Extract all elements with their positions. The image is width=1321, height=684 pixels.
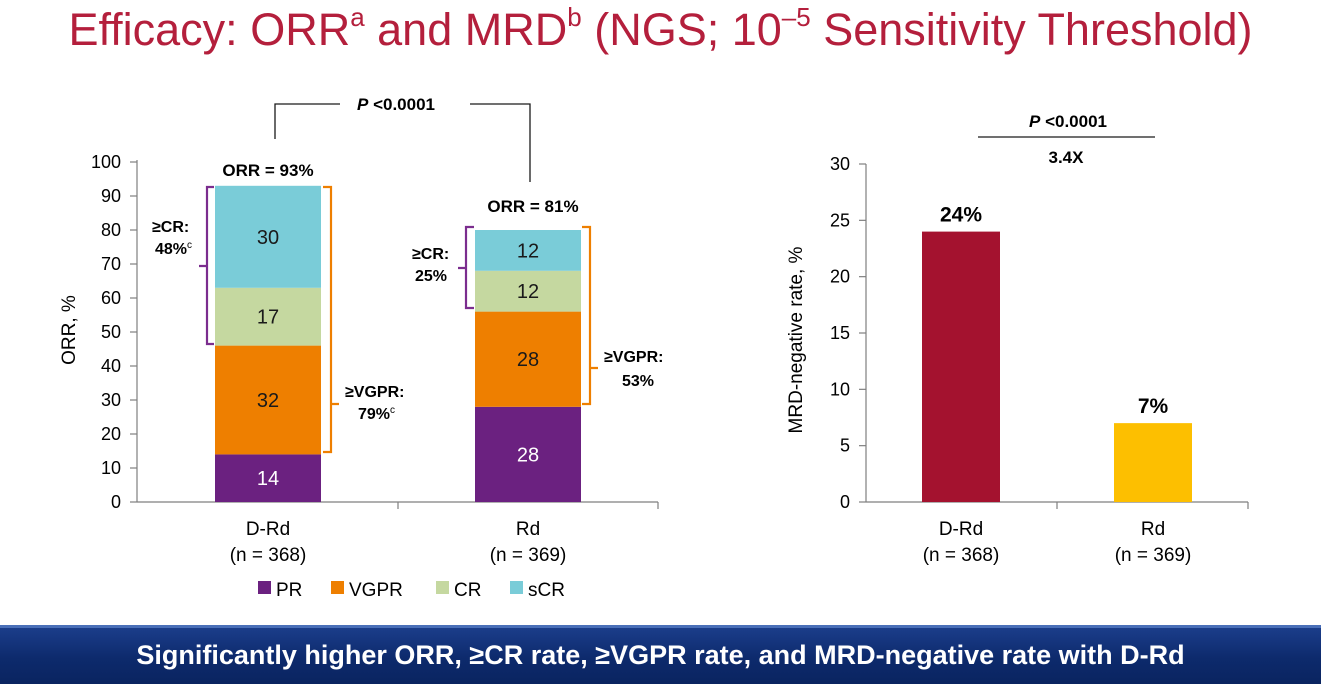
- orr-bar-segment-pr-rd: [475, 406, 581, 502]
- orr-pvalue: P <0.0001: [357, 95, 435, 114]
- orr-segment-label: 28: [517, 444, 539, 466]
- mrd-pvalue: P <0.0001: [1029, 112, 1107, 131]
- vgpr-annotation-d-rd-label: ≥VGPR:: [345, 384, 404, 401]
- orr-y-tick-label: 50: [101, 322, 121, 342]
- legend-swatch-cr: [436, 581, 449, 594]
- orr-segment-label: 14: [257, 468, 279, 490]
- orr-label-rd: ORR = 81%: [487, 197, 578, 216]
- orr-segment-label: 12: [517, 281, 539, 303]
- cr-annotation-d-rd-label: ≥CR:: [152, 219, 189, 236]
- orr-segment-label: 17: [257, 307, 279, 329]
- vgpr-bracket-rd: [582, 225, 598, 406]
- orr-legend: PR VGPR CR sCR: [258, 580, 565, 601]
- mrd-bars: [922, 231, 1192, 502]
- orr-label-d-rd: ORR = 93%: [222, 161, 313, 180]
- legend-label-scr: sCR: [528, 580, 565, 601]
- mrd-value-label: 24%: [940, 204, 982, 227]
- legend-label-vgpr: VGPR: [349, 580, 403, 601]
- orr-segment-label: 30: [257, 227, 279, 249]
- legend-swatch-scr: [510, 581, 523, 594]
- legend-label-pr: PR: [276, 580, 302, 601]
- orr-y-tick-label: 10: [101, 458, 121, 478]
- mrd-ratio-label: 3.4X: [1049, 148, 1085, 167]
- mrd-y-tick-label: 20: [830, 267, 850, 287]
- mrd-value-label: 7%: [1138, 395, 1169, 418]
- orr-bar-segment-vgpr-rd: [475, 311, 581, 407]
- orr-chart: ORR, % 0 10 20 30 40 50 60 70 80 90 100 14 32 17 30 28…: [59, 95, 663, 601]
- mrd-y-tick-label: 25: [830, 210, 850, 230]
- mrd-bar-d-rd: [922, 231, 1000, 502]
- legend-swatch-vgpr: [331, 581, 344, 594]
- orr-y-tick-label: 100: [91, 152, 121, 172]
- pvalue-connector-left: [274, 103, 340, 139]
- pvalue-connector-right: [470, 103, 531, 182]
- cr-bracket-d-rd: [199, 185, 214, 346]
- x-n-rd: (n = 369): [490, 545, 567, 566]
- mrd-y-tick-label: 5: [840, 436, 850, 456]
- vgpr-annotation-rd-label: ≥VGPR:: [604, 349, 663, 366]
- mrd-value-labels: 24% 7%: [940, 204, 1169, 419]
- mrd-bar-rd: [1114, 423, 1192, 502]
- mrd-x-label-rd: Rd: [1141, 519, 1165, 540]
- orr-y-ticks: 0 10 20 30 40 50 60 70 80 90 100: [91, 152, 137, 512]
- x-label-rd: Rd: [516, 519, 540, 540]
- orr-y-tick-label: 40: [101, 356, 121, 376]
- cr-bracket-rd: [458, 225, 474, 310]
- orr-y-tick-label: 60: [101, 288, 121, 308]
- orr-bar-segment-vgpr-d-rd: [215, 345, 321, 455]
- orr-y-tick-label: 20: [101, 424, 121, 444]
- orr-y-tick-label: 90: [101, 186, 121, 206]
- orr-segment-label: 12: [517, 240, 539, 262]
- orr-y-tick-label: 30: [101, 390, 121, 410]
- summary-banner: Significantly higher ORR, ≥CR rate, ≥VGP…: [0, 625, 1321, 684]
- mrd-y-tick-label: 15: [830, 323, 850, 343]
- orr-bar-segment-scr-d-rd: [215, 185, 321, 288]
- vgpr-annotation-rd-value: 53%: [622, 373, 654, 390]
- mrd-y-ticks: 0 5 10 15 20 25 30: [830, 154, 866, 512]
- mrd-y-tick-label: 10: [830, 379, 850, 399]
- orr-y-tick-label: 80: [101, 220, 121, 240]
- orr-segment-labels: 14 32 17 30 28 28 12 12: [257, 227, 539, 490]
- vgpr-annotation-d-rd-value: 79%c: [358, 405, 395, 423]
- mrd-y-tick-label: 0: [840, 492, 850, 512]
- cr-annotation-d-rd-value: 48%c: [155, 240, 192, 258]
- legend-label-cr: CR: [454, 580, 481, 601]
- orr-bar-segment-pr-d-rd: [215, 454, 321, 502]
- orr-y-tick-label: 70: [101, 254, 121, 274]
- orr-bar-segment-cr-d-rd: [215, 287, 321, 346]
- x-n-d-rd: (n = 368): [230, 545, 307, 566]
- mrd-x-label-d-rd: D-Rd: [939, 519, 983, 540]
- mrd-y-axis-label: MRD-negative rate, %: [786, 246, 807, 433]
- mrd-x-n-rd: (n = 369): [1115, 545, 1192, 566]
- orr-stacked-bars: [215, 185, 581, 502]
- cr-annotation-rd-label: ≥CR:: [412, 246, 449, 263]
- orr-segment-label: 32: [257, 390, 279, 412]
- orr-bar-segment-cr-rd: [475, 270, 581, 312]
- legend-swatch-pr: [258, 581, 271, 594]
- mrd-y-tick-label: 30: [830, 154, 850, 174]
- orr-y-axis-label: ORR, %: [59, 295, 80, 365]
- cr-annotation-rd-value: 25%: [415, 268, 447, 285]
- mrd-x-n-d-rd: (n = 368): [923, 545, 1000, 566]
- orr-bar-segment-scr-rd: [475, 230, 581, 271]
- orr-segment-label: 28: [517, 349, 539, 371]
- x-label-d-rd: D-Rd: [246, 519, 290, 540]
- slide-title: Efficacy: ORRa and MRDb (NGS; 10–5 Sensi…: [68, 2, 1253, 55]
- vgpr-bracket-d-rd: [323, 185, 339, 454]
- orr-y-tick-label: 0: [111, 492, 121, 512]
